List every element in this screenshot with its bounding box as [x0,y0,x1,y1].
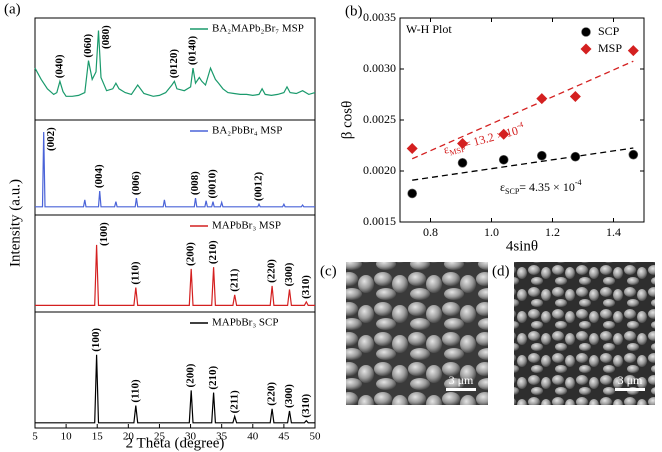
x-tick-label: 35 [216,431,228,443]
y-tick-label: 0.0015 [363,214,396,228]
point [627,45,639,57]
y-axis-label: Intensity (a.u.) [7,179,23,267]
x-tick-label: 45 [278,431,290,443]
plot-frame [34,17,316,429]
peak-label: (0120) [168,49,180,79]
legend-label: BA₂PbBr₄ MSP [212,125,282,137]
fit-label: εMSP= 13.2 × 10-4 [441,120,526,159]
fit-label-part: = 13.2 × 10 [462,123,519,151]
x-tick-label: 1.0 [484,225,499,239]
peak-label: (211) [228,390,240,414]
legend-label: MAPbBr₃ MSP [212,220,281,232]
panel-label: (b) [345,3,363,19]
legend-marker [580,43,592,55]
peak-label: (210) [207,240,219,264]
sem-image [346,262,488,405]
fit-label-part: ε [500,180,505,194]
point [498,128,510,140]
peak-label: (310) [300,275,312,299]
point [628,149,639,160]
point [570,151,581,162]
peak-label: (100) [98,222,110,246]
peak-label: (0140) [187,35,199,65]
peak-label: (0012) [253,172,265,202]
peak-label: (200) [185,363,197,387]
peak-label: (060) [82,33,94,57]
fit-label-part: SCP [505,187,520,196]
point [457,158,468,168]
scale-bar [615,388,645,391]
peak-label: (300) [283,262,295,286]
peak-label: (004) [93,164,105,188]
legend-label: BA₂MAPb₂Br₇ MSP [212,23,304,35]
peak-label: (100) [90,328,102,352]
x-tick-label: 1.2 [545,225,560,239]
x-tick-label: 0.8 [423,225,438,239]
peak-label: (080) [100,25,112,49]
peak-label: (300) [283,384,295,408]
scale-bar-label: 3 μm [618,373,643,387]
point [569,91,581,103]
peak-label: (310) [300,394,312,418]
panel-label: (d) [492,263,510,279]
xrd-line [35,354,315,424]
point [498,154,509,165]
legend-label: MSP [598,41,622,55]
x-tick-label: 50 [310,431,322,443]
peak-label: (110) [129,261,141,285]
peak-label: (220) [266,259,278,283]
x-tick-label: 5 [32,431,38,443]
panel-label: (a) [4,1,21,17]
peak-label: (220) [266,382,278,406]
fit-label-part: -4 [515,120,524,130]
peak-label: (211) [228,268,240,292]
peak-label: (200) [185,242,197,266]
peak-label: (040) [53,54,65,78]
y-tick-label: 0.0020 [363,163,396,177]
x-tick-label: 40 [247,431,259,443]
y-tick-label: 0.0030 [363,61,396,75]
x-tick-label: 15 [92,431,104,443]
fit-label-part: -4 [575,178,582,187]
point [407,188,418,199]
y-tick-label: 0.0025 [363,112,396,126]
x-tick-label: 25 [154,431,166,443]
peak-label: (210) [207,365,219,389]
peak-label: (002) [45,127,57,151]
x-axis-label: 4sinθ [506,238,538,254]
fit-label: εSCP= 4.35 × 10-4 [500,178,582,196]
x-tick-label: 30 [185,431,197,443]
x-tick-label: 1.4 [606,225,621,239]
scale-bar [446,388,476,391]
sem-image [514,262,655,405]
point [406,143,418,155]
peak-label: (110) [129,379,141,403]
fit-label-part: ε [442,142,450,157]
annotation: W-H Plot [406,22,452,36]
panel-label: (c) [320,263,337,279]
x-tick-label: 10 [61,431,73,443]
xrd-line [35,244,315,306]
peak-label: (006) [130,171,142,195]
x-tick-label: 20 [123,431,135,443]
y-tick-label: 0.0035 [363,10,396,24]
scale-bar-label: 3 μm [449,373,474,387]
legend-label: SCP [598,24,620,38]
legend-label: MAPbBr₃ SCP [212,317,279,329]
point [536,93,548,105]
xrd-line [34,30,316,97]
peak-label: (0010) [206,169,218,199]
point [457,137,469,149]
y-axis-label: β cosθ [339,101,355,140]
fit-label-part: = 4.35 × 10 [519,180,575,194]
fit-line [411,60,634,160]
legend-marker [581,27,591,37]
fit-line [412,147,634,181]
x-axis-label: 2 Theta (degree) [126,435,225,451]
xrd-line [35,131,315,208]
peak-label: (008) [189,171,201,195]
point [537,150,547,161]
